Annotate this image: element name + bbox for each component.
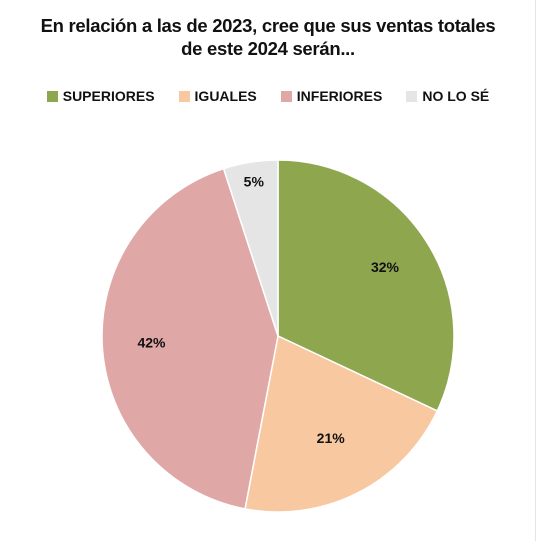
slice-label-no-lo-se: 5% bbox=[244, 174, 265, 190]
legend-item-inferiores: INFERIORES bbox=[280, 88, 383, 104]
legend-label-superiores: SUPERIORES bbox=[62, 88, 155, 104]
legend-label-iguales: IGUALES bbox=[194, 88, 257, 104]
slice-label-iguales: 21% bbox=[317, 430, 346, 446]
legend-label-inferiores: INFERIORES bbox=[296, 88, 383, 104]
chart-title-line-1: En relación a las de 2023, cree que sus … bbox=[40, 15, 496, 36]
legend-swatch-no-lo-se bbox=[406, 90, 418, 102]
pie-slice-no-lo-se bbox=[222, 159, 279, 337]
legend-item-no-lo-se: NO LO SÉ bbox=[406, 88, 489, 104]
legend-item-iguales: IGUALES bbox=[178, 88, 257, 104]
pie-slices bbox=[101, 159, 455, 513]
slice-label-superiores: 32% bbox=[371, 259, 400, 275]
legend-swatch-iguales bbox=[178, 90, 190, 102]
legend-swatch-superiores bbox=[46, 90, 58, 102]
chart-title-line-2: de este 2024 serán... bbox=[181, 38, 355, 59]
pie-slice-iguales bbox=[244, 334, 439, 513]
legend-label-no-lo-se: NO LO SÉ bbox=[422, 88, 490, 104]
chart-title: En relación a las de 2023, cree que sus … bbox=[0, 14, 536, 60]
pie-slice-inferiores bbox=[101, 167, 279, 510]
chart-legend: SUPERIORES IGUALES INFERIORES NO LO SÉ bbox=[0, 86, 536, 106]
pie-labels: 32% 21% 42% 5% bbox=[137, 174, 399, 447]
legend-swatch-inferiores bbox=[280, 90, 292, 102]
legend-item-superiores: SUPERIORES bbox=[46, 88, 155, 104]
pie-slice-superiores bbox=[277, 159, 455, 412]
slice-label-inferiores: 42% bbox=[137, 335, 166, 351]
